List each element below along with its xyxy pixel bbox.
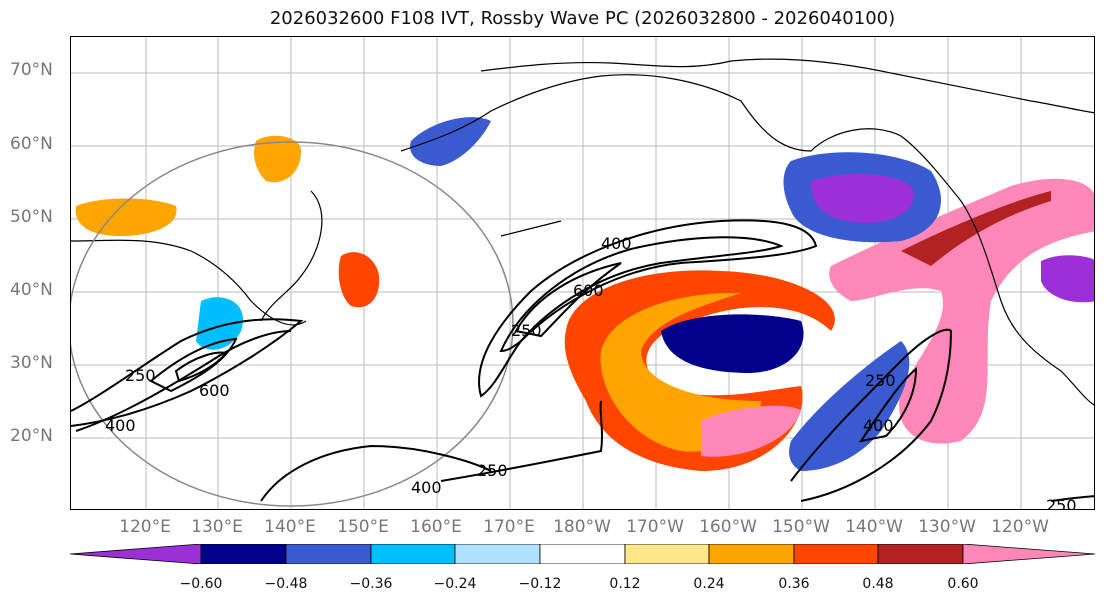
coastlines (71, 58, 1094, 406)
colorbar-tick-neg060: −0.60 (179, 576, 223, 592)
lat-label-60n: 60°N (10, 134, 53, 154)
colorbar-segment-7 (708, 544, 795, 564)
contour-label-250-far-east: 250 (1046, 496, 1077, 510)
rossby-radius-circle (71, 141, 514, 507)
colorbar-tick-neg012: −0.12 (518, 576, 562, 592)
contour-label-400-central: 400 (601, 234, 632, 253)
colorbar-tick-neg036: −0.36 (349, 576, 393, 592)
positive-anomaly-china (75, 198, 177, 236)
colorbar-tick-036: 0.36 (778, 576, 810, 592)
lon-label-150e: 150°E (337, 517, 389, 537)
map-title: 2026032600 F108 IVT, Rossby Wave PC (202… (269, 8, 896, 29)
lon-label-170e: 170°E (483, 517, 535, 537)
positive-anomaly-core (701, 405, 801, 457)
lon-label-120e: 120°E (119, 517, 171, 537)
contour-label-250-west: 250 (125, 366, 156, 385)
lat-label-40n: 40°N (10, 280, 53, 300)
positive-anomaly-nw-pacific (338, 252, 380, 308)
colorbar-segment-3 (370, 544, 456, 564)
lon-label-180w: 180°W (553, 517, 611, 537)
lon-label-130w: 130°W (918, 517, 976, 537)
contour-label-group: 250 400 600 250 400 600 400 250 250 400 … (105, 234, 1077, 510)
lon-label-160w: 160°W (699, 517, 757, 537)
colorbar-tick-048: 0.48 (862, 576, 894, 592)
colorbar-segment-4 (454, 544, 541, 564)
contour-label-400-west: 400 (105, 416, 136, 435)
colorbar-tick-neg024: −0.24 (433, 576, 477, 592)
map-panel: 250 400 600 250 400 600 400 250 250 400 … (70, 36, 1095, 510)
contour-label-600-west: 600 (199, 381, 230, 400)
positive-anomaly-inner (600, 292, 761, 452)
colorbar-segment-0 (70, 544, 202, 564)
positive-anomaly-plume (829, 178, 1094, 444)
colorbar-segment-5 (539, 544, 626, 564)
lon-label-130e: 130°E (191, 517, 243, 537)
ivt-contours (71, 219, 1094, 502)
lon-label-140w: 140°W (845, 517, 903, 537)
lon-label-170w: 170°W (626, 517, 684, 537)
lat-label-30n: 30°N (10, 353, 53, 373)
lat-label-20n: 20°N (10, 426, 53, 446)
negative-anomaly-ne-subtropics (789, 341, 910, 471)
shaded-anomalies (75, 117, 1094, 471)
lat-label-50n: 50°N (10, 207, 53, 227)
positive-anomaly-sea-of-okhotsk (254, 135, 301, 183)
colorbar-segment-2 (285, 544, 372, 564)
negative-anomaly-japan (196, 297, 243, 350)
colorbar-segment-10 (962, 544, 1095, 564)
colorbar-segment-1 (200, 544, 287, 564)
colorbar-tick-012: 0.12 (609, 576, 641, 592)
contour-label-400-east: 400 (863, 416, 894, 435)
colorbar-tick-024: 0.24 (693, 576, 725, 592)
lat-label-70n: 70°N (10, 60, 53, 80)
negative-anomaly-kamchatka (410, 117, 491, 166)
negative-anomaly-east (1041, 255, 1094, 303)
contour-label-250-east: 250 (865, 371, 896, 390)
lon-label-140e: 140°E (264, 517, 316, 537)
contour-label-250-south: 250 (477, 461, 508, 480)
colorbar-segment-9 (877, 544, 964, 564)
lon-label-150w: 150°W (772, 517, 830, 537)
negative-anomaly-central (661, 314, 804, 373)
contour-label-400-south: 400 (411, 478, 442, 497)
map-canvas: 250 400 600 250 400 600 400 250 250 400 … (71, 37, 1094, 510)
colorbar-tick-060: 0.60 (947, 576, 979, 592)
lon-label-160e: 160°E (410, 517, 462, 537)
colorbar-segment-6 (624, 544, 710, 564)
colorbar-tick-neg048: −0.48 (264, 576, 308, 592)
colorbar (70, 544, 1095, 564)
contour-label-600-central: 600 (573, 281, 604, 300)
colorbar-segment-8 (793, 544, 879, 564)
lon-label-120w: 120°W (991, 517, 1049, 537)
negative-anomaly-gulf-alaska-core (811, 174, 914, 223)
contour-label-250-central: 250 (511, 321, 542, 340)
